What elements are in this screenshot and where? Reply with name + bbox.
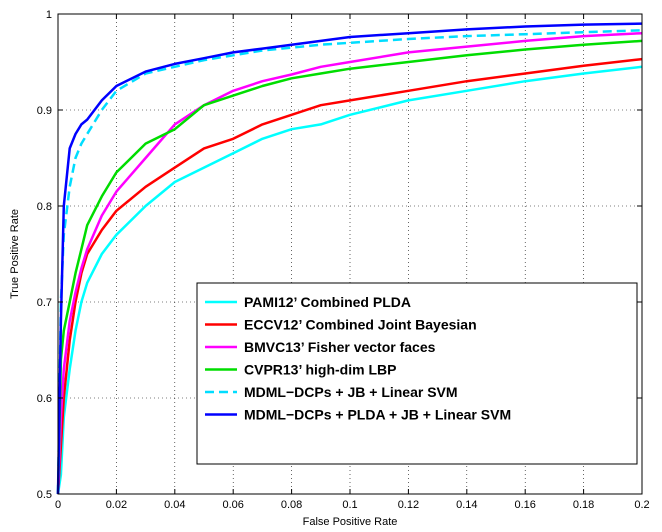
x-axis-label: False Positive Rate bbox=[303, 516, 398, 528]
series-line-4 bbox=[56, 39, 643, 495]
legend-box bbox=[196, 282, 638, 465]
axis-ticks: 0 0.02 0.04 0.06 0.08 0.1 0.12 0.14 0.16 0.18 0.2 0… bbox=[37, 9, 650, 511]
legend-label: BMVC13’ Fisher vector faces bbox=[244, 339, 436, 355]
legend-label: MDML−DCPs + PLDA + JB + Linear SVM bbox=[244, 407, 511, 423]
series-line-1 bbox=[56, 65, 643, 495]
y-tick-label: 0.9 bbox=[37, 105, 52, 117]
x-tick-label: 0.14 bbox=[456, 499, 477, 511]
y-tick-label: 0.7 bbox=[37, 297, 52, 309]
legend: PAMI12’ Combined PLDA ECCV12’ Combined Jo… bbox=[196, 282, 638, 465]
x-tick-label: 0.12 bbox=[398, 499, 419, 511]
x-tick-label: 0.2 bbox=[634, 499, 649, 511]
x-tick-label: 0.08 bbox=[281, 499, 302, 511]
x-tick-label: 0.06 bbox=[222, 499, 243, 511]
x-tick-label: 0 bbox=[55, 499, 61, 511]
legend-label: MDML−DCPs + JB + Linear SVM bbox=[244, 384, 458, 400]
x-tick-label: 0.16 bbox=[514, 499, 535, 511]
x-tick-label: 0.04 bbox=[164, 499, 185, 511]
series-line-3 bbox=[56, 31, 643, 495]
y-tick-label: 1 bbox=[46, 9, 52, 21]
series-line-5 bbox=[56, 29, 643, 495]
y-tick-label: 0.6 bbox=[37, 393, 52, 405]
x-tick-label: 0.02 bbox=[106, 499, 127, 511]
series-line-2 bbox=[56, 57, 643, 495]
series-layer bbox=[56, 22, 643, 495]
y-tick-label: 0.5 bbox=[37, 489, 52, 501]
legend-label: PAMI12’ Combined PLDA bbox=[244, 294, 411, 310]
legend-label: ECCV12’ Combined Joint Bayesian bbox=[244, 317, 477, 333]
x-tick-label: 0.1 bbox=[342, 499, 357, 511]
series-line-6 bbox=[56, 22, 643, 495]
y-tick-label: 0.8 bbox=[37, 201, 52, 213]
legend-label: CVPR13’ high-dim LBP bbox=[244, 362, 396, 378]
y-axis-label: True Positive Rate bbox=[9, 209, 21, 299]
x-tick-label: 0.18 bbox=[573, 499, 594, 511]
